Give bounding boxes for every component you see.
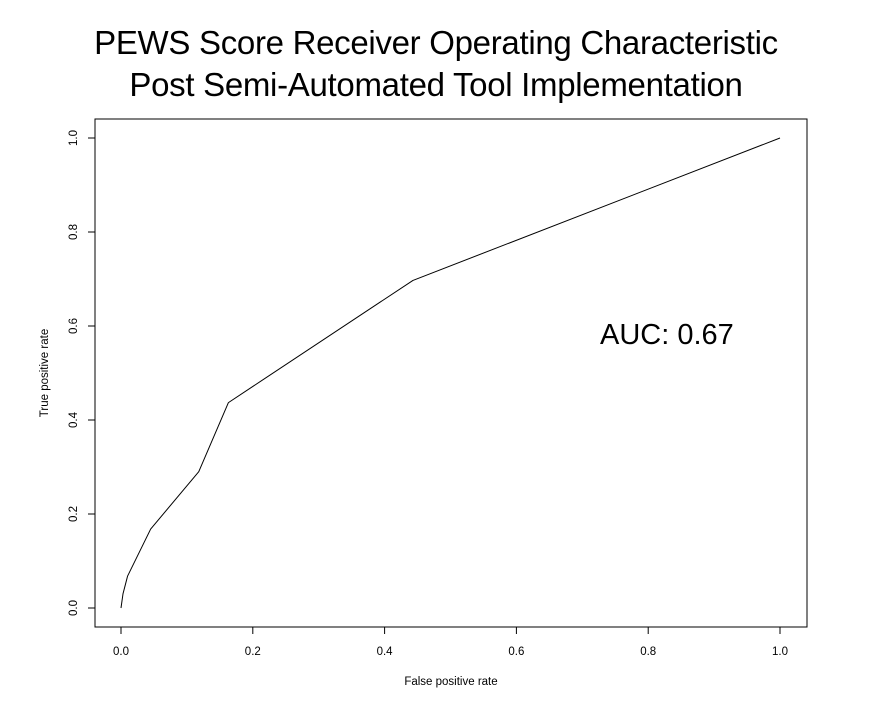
chart-title-line-1: PEWS Score Receiver Operating Characteri… — [94, 24, 778, 61]
x-tick-label: 0.0 — [113, 646, 129, 658]
x-tick-label: 0.4 — [377, 646, 394, 658]
roc-curve-line — [120, 137, 781, 609]
y-tick-label: 0.6 — [68, 318, 80, 334]
y-axis: 0.0 0.2 0.4 0.6 0.8 1.0 — [68, 130, 96, 616]
series-layer — [120, 137, 781, 609]
y-tick-label: 0.4 — [68, 411, 80, 428]
x-tick-label: 0.6 — [508, 646, 524, 658]
y-tick-label: 1.0 — [68, 130, 80, 146]
x-axis: 0.0 0.2 0.4 0.6 0.8 1.0 — [113, 626, 788, 658]
chart-title: PEWS Score Receiver Operating Characteri… — [0, 22, 872, 106]
auc-annotation: AUC: 0.67 — [600, 319, 734, 351]
y-axis-label: True positive rate — [39, 329, 51, 417]
y-tick-label: 0.0 — [68, 600, 80, 616]
y-tick-label: 0.2 — [68, 506, 80, 522]
plot-area-frame — [94, 118, 808, 628]
x-tick-label: 0.8 — [640, 646, 656, 658]
chart-title-line-2: Post Semi-Automated Tool Implementation — [129, 66, 743, 103]
x-axis-label: False positive rate — [404, 676, 497, 688]
y-tick-label: 0.8 — [68, 224, 80, 240]
x-tick-label: 0.2 — [245, 646, 261, 658]
x-tick-label: 1.0 — [772, 646, 788, 658]
